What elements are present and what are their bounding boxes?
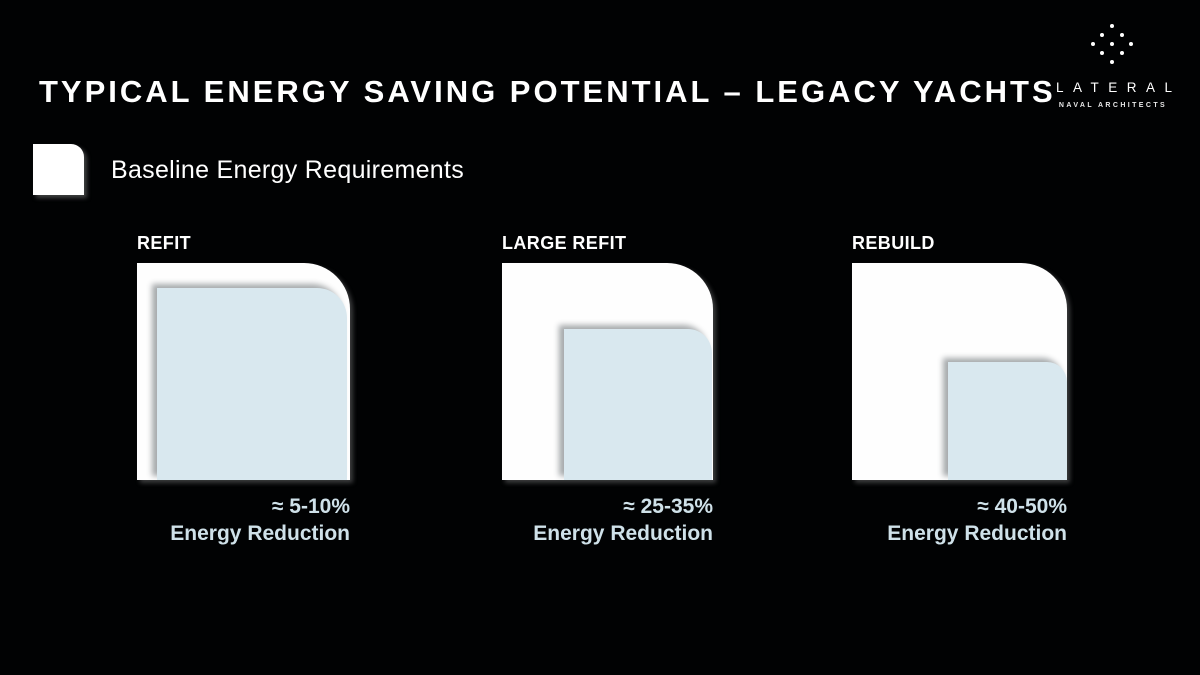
panel-refit: REFIT ≈ 5-10% Energy Reduction — [137, 233, 350, 547]
legend-baseline-swatch — [33, 144, 84, 195]
panel-title: LARGE REFIT — [502, 233, 627, 253]
reduction-caption: ≈ 40-50% Energy Reduction — [852, 493, 1067, 547]
logo-dot — [1120, 33, 1124, 37]
logo-dot — [1100, 51, 1104, 55]
baseline-square — [137, 263, 350, 480]
reduction-value: ≈ 25-35% — [623, 495, 713, 518]
logo-dot — [1129, 42, 1133, 46]
reduction-value: ≈ 40-50% — [977, 495, 1067, 518]
logo-dot — [1110, 42, 1114, 46]
reduced-energy-square — [564, 329, 712, 480]
panel-title: REFIT — [137, 233, 191, 253]
panel-rebuild: REBUILD ≈ 40-50% Energy Reduction — [852, 233, 1067, 547]
reduced-energy-square — [157, 288, 347, 480]
logo-subtitle: NAVAL ARCHITECTS — [1058, 102, 1168, 109]
reduction-value: ≈ 5-10% — [271, 495, 350, 518]
baseline-square — [502, 263, 713, 480]
panel-large-refit: LARGE REFIT ≈ 25-35% Energy Reduction — [502, 233, 713, 547]
reduction-caption: ≈ 5-10% Energy Reduction — [137, 493, 350, 547]
slide-title: TYPICAL ENERGY SAVING POTENTIAL – LEGACY… — [39, 74, 1056, 109]
logo-dot — [1110, 24, 1114, 28]
reduced-energy-square — [948, 362, 1067, 480]
baseline-square — [852, 263, 1067, 480]
logo-dot — [1091, 42, 1095, 46]
panel-title: REBUILD — [852, 233, 935, 253]
lateral-logo: LATERAL NAVAL ARCHITECTS — [1047, 22, 1177, 109]
dot-diamond-icon — [1090, 22, 1134, 66]
logo-dot — [1120, 51, 1124, 55]
logo-dot — [1110, 60, 1114, 64]
reduction-caption: ≈ 25-35% Energy Reduction — [502, 493, 713, 547]
legend-label: Baseline Energy Requirements — [111, 156, 465, 184]
reduction-label: Energy Reduction — [533, 522, 713, 545]
reduction-label: Energy Reduction — [170, 522, 350, 545]
logo-wordmark: LATERAL — [1056, 80, 1182, 95]
reduction-label: Energy Reduction — [887, 522, 1067, 545]
logo-dot — [1100, 33, 1104, 37]
